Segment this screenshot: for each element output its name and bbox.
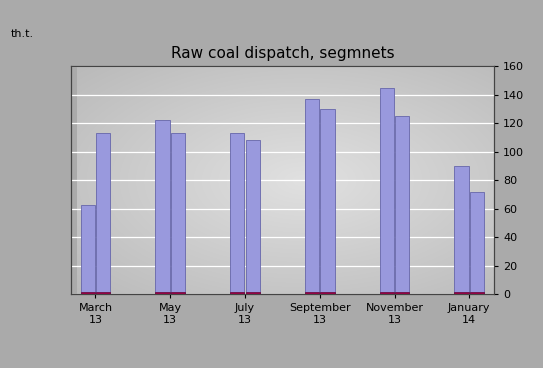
Bar (230, 291, 244, 294)
Bar (171, 133, 185, 294)
Bar (454, 166, 469, 294)
Bar (454, 291, 469, 294)
Bar (305, 99, 319, 294)
Title: Raw coal dispatch, segmnets: Raw coal dispatch, segmnets (171, 46, 394, 61)
Bar (245, 291, 260, 294)
Bar (380, 291, 394, 294)
Bar (96, 291, 110, 294)
Bar (155, 291, 169, 294)
Bar (80, 205, 94, 294)
Bar (245, 141, 260, 294)
Bar (305, 291, 319, 294)
Bar (96, 133, 110, 294)
Bar (80, 291, 94, 294)
Bar (470, 192, 484, 294)
Bar (470, 291, 484, 294)
Bar (230, 133, 244, 294)
Bar (320, 109, 334, 294)
Bar (171, 291, 185, 294)
Bar (380, 88, 394, 294)
Bar (320, 291, 334, 294)
Bar (155, 120, 169, 294)
Bar (395, 291, 409, 294)
Bar (395, 116, 409, 294)
Text: th.t.: th.t. (11, 29, 34, 39)
